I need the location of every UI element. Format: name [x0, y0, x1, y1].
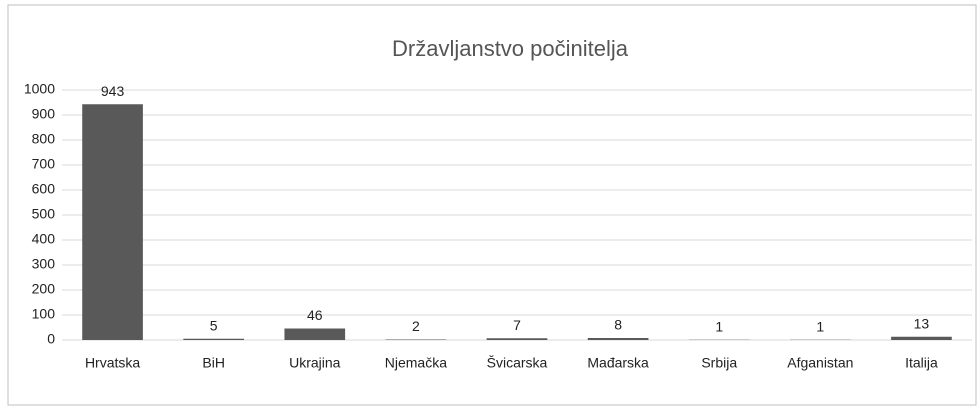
- bar: [385, 339, 447, 340]
- data-label: 8: [614, 317, 622, 333]
- chart-frame: [7, 4, 977, 406]
- y-tick-label: 700: [32, 156, 56, 172]
- data-label: 7: [513, 317, 521, 333]
- bar: [891, 336, 952, 340]
- data-label: 5: [210, 317, 218, 333]
- y-tick-label: 200: [32, 281, 56, 297]
- y-tick-label: 1000: [24, 81, 55, 97]
- bar: [486, 338, 548, 340]
- bar: [183, 338, 244, 340]
- y-tick-label: 800: [32, 131, 56, 147]
- data-label: 13: [914, 315, 930, 331]
- data-label: 1: [816, 318, 824, 334]
- x-tick-label: Mađarska: [587, 355, 649, 371]
- data-label: 943: [101, 83, 125, 99]
- x-tick-label: Švicarska: [487, 355, 548, 371]
- x-tick-label: Njemačka: [385, 355, 447, 371]
- data-label: 1: [715, 318, 723, 334]
- x-tick-label: BiH: [202, 355, 225, 371]
- bar: [82, 104, 143, 340]
- chart-title: Državljanstvo počinitelja: [392, 36, 629, 61]
- data-label: 46: [307, 307, 323, 323]
- y-tick-label: 500: [32, 206, 56, 222]
- x-tick-label: Afganistan: [787, 355, 853, 371]
- y-tick-label: 300: [32, 256, 56, 272]
- data-label: 2: [412, 318, 420, 334]
- x-tick-label: Italija: [905, 355, 938, 371]
- y-tick-label: 0: [47, 331, 55, 347]
- y-tick-label: 600: [32, 181, 56, 197]
- y-tick-label: 100: [32, 306, 56, 322]
- y-tick-label: 900: [32, 106, 56, 122]
- y-tick-label: 400: [32, 231, 56, 247]
- x-tick-label: Ukrajina: [289, 355, 341, 371]
- x-tick-label: Hrvatska: [85, 355, 140, 371]
- bar: [587, 338, 649, 340]
- bar: [284, 328, 346, 340]
- x-tick-label: Srbija: [701, 355, 737, 371]
